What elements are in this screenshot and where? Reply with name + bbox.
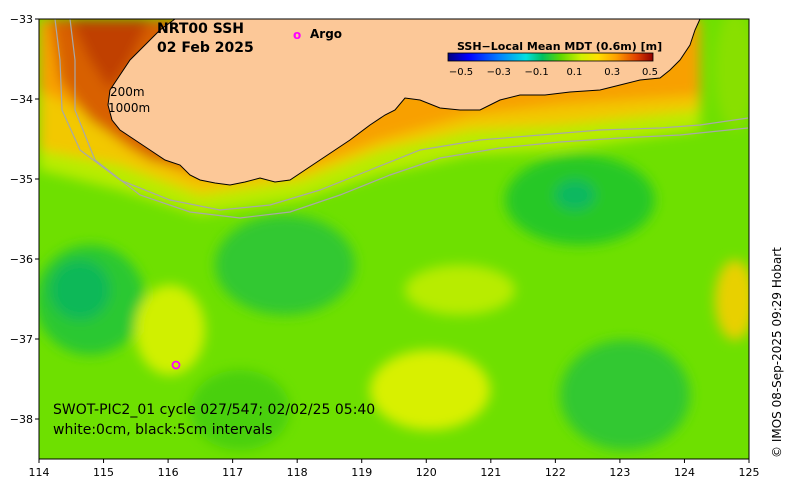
colorbar-tick-label: −0.1 bbox=[524, 67, 548, 78]
x-tick-label: 118 bbox=[287, 466, 308, 479]
y-tick-label: −35 bbox=[10, 173, 33, 186]
isobath-1000m-label: 1000m bbox=[108, 101, 150, 115]
x-tick-label: 121 bbox=[480, 466, 501, 479]
isobath-200m bbox=[54, 19, 749, 211]
colorbar: SSH−Local Mean MDT (0.6m) [m] −0.5 −0.3 −0… bbox=[447, 40, 662, 78]
argo-legend-label: Argo bbox=[310, 27, 342, 41]
x-tick-label: 125 bbox=[739, 466, 760, 479]
isobath-200m-label: 200m bbox=[110, 85, 145, 99]
map-title: NRT00 SSH bbox=[157, 21, 244, 37]
x-tick-label: 123 bbox=[609, 466, 630, 479]
x-tick-label: 117 bbox=[222, 466, 243, 479]
colorbar-scale bbox=[447, 52, 654, 62]
argo-float-marker[interactable] bbox=[171, 360, 181, 370]
colorbar-tick-label: 0.3 bbox=[604, 67, 620, 78]
caption-contours: white:0cm, black:5cm intervals bbox=[53, 422, 272, 438]
plot-frame bbox=[38, 18, 750, 460]
colorbar-tick-label: −0.5 bbox=[449, 67, 473, 78]
x-tick-label: 116 bbox=[158, 466, 179, 479]
y-tick-label: −37 bbox=[10, 333, 33, 346]
colorbar-tick-label: 0.5 bbox=[642, 67, 658, 78]
y-tick-label: −34 bbox=[10, 93, 33, 106]
y-tick-label: −36 bbox=[10, 253, 33, 266]
map-date: 02 Feb 2025 bbox=[157, 40, 254, 56]
x-tick-label: 114 bbox=[29, 466, 50, 479]
x-tick-label: 119 bbox=[351, 466, 372, 479]
x-axis: 114 115 116 117 118 119 120 121 122 123 124 125 bbox=[29, 459, 760, 479]
x-tick-label: 115 bbox=[93, 466, 114, 479]
y-tick-label: −33 bbox=[10, 13, 33, 26]
colorbar-tick-label: 0.1 bbox=[566, 67, 582, 78]
argo-legend-icon: o bbox=[293, 28, 301, 42]
x-tick-label: 122 bbox=[545, 466, 566, 479]
y-tick-label: −38 bbox=[10, 413, 33, 426]
imos-credit: © IMOS 08-Sep-2025 09:29 Hobart bbox=[770, 247, 784, 458]
caption-swot: SWOT-PIC2_01 cycle 027/547; 02/02/25 05:… bbox=[53, 402, 375, 418]
x-tick-label: 124 bbox=[674, 466, 695, 479]
colorbar-title: SSH−Local Mean MDT (0.6m) [m] bbox=[457, 40, 662, 53]
colorbar-tick-label: −0.3 bbox=[487, 67, 511, 78]
y-axis: −33 −34 −35 −36 −37 −38 bbox=[10, 13, 39, 426]
ssh-field bbox=[39, 19, 749, 459]
isobath-1000m bbox=[69, 19, 749, 219]
x-tick-label: 120 bbox=[416, 466, 437, 479]
